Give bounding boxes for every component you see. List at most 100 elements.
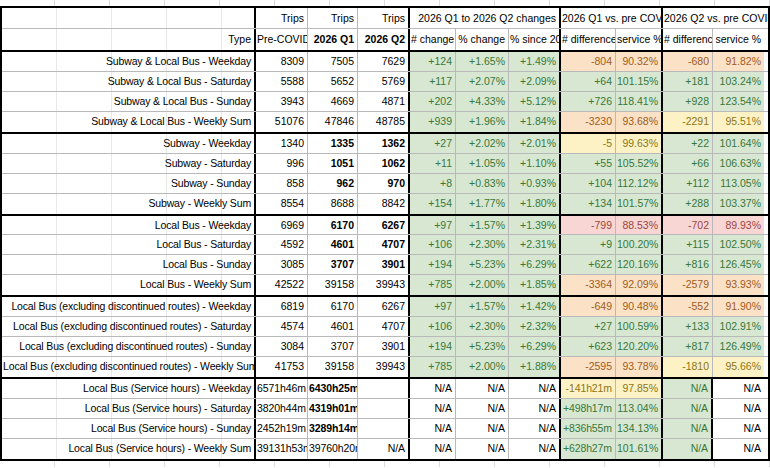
cell-2026-q2[interactable]: 6267 bbox=[358, 297, 410, 316]
cell-2026-q2[interactable]: 6267 bbox=[358, 216, 410, 235]
row-label[interactable]: Local Bus (Service hours) - Sunday bbox=[2, 419, 256, 438]
cell-q1-service-pct[interactable]: 88.53% bbox=[616, 216, 663, 235]
cell-pre-covid[interactable]: 3820h44m bbox=[256, 399, 308, 418]
cell-2026-q1[interactable]: 4601 bbox=[308, 317, 358, 336]
cell-q2-service-pct[interactable]: 95.66% bbox=[713, 357, 764, 377]
cell-num-change[interactable]: +124 bbox=[410, 52, 456, 71]
cell-pre-covid[interactable]: 6969 bbox=[256, 216, 308, 235]
row-label[interactable]: Subway & Local Bus - Sunday bbox=[2, 92, 256, 111]
header-corner-cell[interactable] bbox=[2, 8, 256, 28]
cell-2026-q1[interactable]: 4669 bbox=[308, 92, 358, 111]
cell-pct-change[interactable]: +2.30% bbox=[456, 317, 509, 336]
cell-q2-service-pct[interactable]: 89.93% bbox=[713, 216, 764, 235]
cell-2026-q2[interactable]: 5769 bbox=[358, 72, 410, 91]
cell-q1-difference[interactable]: +9 bbox=[561, 235, 616, 254]
cell-q2-difference[interactable]: +66 bbox=[663, 154, 713, 173]
cell-num-change[interactable]: +106 bbox=[410, 317, 456, 336]
cell-q2-service-pct[interactable]: 91.82% bbox=[713, 52, 764, 71]
header-group-q2-vs-precovid[interactable]: 2026 Q2 vs. pre COVID bbox=[663, 8, 768, 28]
cell-q2-difference[interactable]: -2291 bbox=[663, 112, 713, 132]
cell-num-change[interactable]: +194 bbox=[410, 337, 456, 356]
cell-q2-difference[interactable]: -1810 bbox=[663, 357, 713, 377]
header-col-q2-difference[interactable]: # difference bbox=[663, 29, 713, 50]
cell-num-change[interactable]: +117 bbox=[410, 72, 456, 91]
cell-2026-q2[interactable] bbox=[358, 379, 410, 398]
cell-num-change[interactable]: +27 bbox=[410, 134, 456, 153]
cell-q2-difference[interactable]: +112 bbox=[663, 174, 713, 193]
cell-2026-q1[interactable]: 39760h20m bbox=[308, 439, 358, 459]
cell-pct-change[interactable]: +2.02% bbox=[456, 134, 509, 153]
cell-pct-since-2020[interactable]: +1.85% bbox=[509, 275, 561, 295]
cell-q2-service-pct[interactable]: 101.64% bbox=[713, 134, 764, 153]
header-col-q1-difference[interactable]: # difference bbox=[561, 29, 616, 50]
cell-q2-difference[interactable]: -552 bbox=[663, 297, 713, 316]
cell-pct-since-2020[interactable]: N/A bbox=[509, 379, 561, 398]
cell-q1-difference[interactable]: -141h21m bbox=[561, 379, 616, 398]
cell-q1-service-pct[interactable]: 90.48% bbox=[616, 297, 663, 316]
cell-q1-service-pct[interactable]: 92.09% bbox=[616, 275, 663, 295]
cell-q2-difference[interactable]: -702 bbox=[663, 216, 713, 235]
cell-q2-difference[interactable]: N/A bbox=[663, 379, 713, 398]
cell-2026-q2[interactable]: 48785 bbox=[358, 112, 410, 132]
cell-pct-change[interactable]: +1.65% bbox=[456, 52, 509, 71]
cell-pre-covid[interactable]: 6819 bbox=[256, 297, 308, 316]
cell-pre-covid[interactable]: 996 bbox=[256, 154, 308, 173]
cell-pct-since-2020[interactable]: +2.09% bbox=[509, 72, 561, 91]
cell-2026-q2[interactable]: 1362 bbox=[358, 134, 410, 153]
cell-2026-q2[interactable]: 8842 bbox=[358, 194, 410, 214]
cell-2026-q2[interactable]: 1062 bbox=[358, 154, 410, 173]
cell-pct-change[interactable]: +0.83% bbox=[456, 174, 509, 193]
row-label[interactable]: Subway & Local Bus - Weekday bbox=[2, 52, 256, 71]
header-col-num-change[interactable]: # change bbox=[410, 29, 456, 50]
cell-q1-difference[interactable]: +836h55m bbox=[561, 419, 616, 438]
cell-pct-since-2020[interactable]: +2.01% bbox=[509, 134, 561, 153]
row-label[interactable]: Local Bus (excluding discontinued routes… bbox=[2, 337, 256, 356]
cell-2026-q2[interactable]: 970 bbox=[358, 174, 410, 193]
cell-q1-difference[interactable]: -804 bbox=[561, 52, 616, 71]
cell-pre-covid[interactable]: 4592 bbox=[256, 235, 308, 254]
header-col-2026q2[interactable]: 2026 Q2 bbox=[358, 29, 410, 50]
cell-2026-q1[interactable]: 4319h01m bbox=[308, 399, 358, 418]
cell-2026-q1[interactable]: 8688 bbox=[308, 194, 358, 214]
cell-q2-difference[interactable]: -680 bbox=[663, 52, 713, 71]
cell-2026-q1[interactable]: 5652 bbox=[308, 72, 358, 91]
row-label[interactable]: Local Bus - Sunday bbox=[2, 255, 256, 274]
cell-pre-covid[interactable]: 6571h46m bbox=[256, 379, 308, 398]
cell-q1-difference[interactable]: +55 bbox=[561, 154, 616, 173]
cell-pct-change[interactable]: +4.33% bbox=[456, 92, 509, 111]
cell-pct-change[interactable]: N/A bbox=[456, 379, 509, 398]
header-col-precovid[interactable]: Pre-COVID bbox=[256, 29, 308, 50]
row-label[interactable]: Subway & Local Bus - Saturday bbox=[2, 72, 256, 91]
cell-pct-since-2020[interactable]: +2.31% bbox=[509, 235, 561, 254]
row-label[interactable]: Local Bus - Saturday bbox=[2, 235, 256, 254]
cell-pct-since-2020[interactable]: +1.49% bbox=[509, 52, 561, 71]
cell-pct-since-2020[interactable]: +0.93% bbox=[509, 174, 561, 193]
cell-2026-q2[interactable]: 4871 bbox=[358, 92, 410, 111]
cell-q2-difference[interactable]: +817 bbox=[663, 337, 713, 356]
cell-num-change[interactable]: +11 bbox=[410, 154, 456, 173]
cell-2026-q1[interactable]: 3707 bbox=[308, 255, 358, 274]
cell-num-change[interactable]: N/A bbox=[410, 419, 456, 438]
cell-pct-since-2020[interactable]: N/A bbox=[509, 439, 561, 459]
row-label[interactable]: Subway - Saturday bbox=[2, 154, 256, 173]
cell-num-change[interactable]: N/A bbox=[410, 379, 456, 398]
cell-q2-service-pct[interactable]: 102.91% bbox=[713, 317, 764, 336]
header-group-q1q2-changes[interactable]: 2026 Q1 to 2026 Q2 changes bbox=[410, 8, 561, 28]
cell-q2-service-pct[interactable]: 113.05% bbox=[713, 174, 764, 193]
cell-pct-since-2020[interactable]: +1.80% bbox=[509, 194, 561, 214]
cell-q2-service-pct[interactable]: 123.54% bbox=[713, 92, 764, 111]
cell-pct-change[interactable]: +1.96% bbox=[456, 112, 509, 132]
cell-q1-difference[interactable]: +27 bbox=[561, 317, 616, 336]
cell-q1-service-pct[interactable]: 112.12% bbox=[616, 174, 663, 193]
header-trips-q1[interactable]: Trips bbox=[308, 8, 358, 28]
cell-pct-since-2020[interactable]: +2.32% bbox=[509, 317, 561, 336]
cell-q2-service-pct[interactable]: 126.49% bbox=[713, 337, 764, 356]
cell-q1-service-pct[interactable]: 105.52% bbox=[616, 154, 663, 173]
cell-2026-q2[interactable]: 39943 bbox=[358, 275, 410, 295]
cell-2026-q2[interactable]: 39943 bbox=[358, 357, 410, 377]
cell-num-change[interactable]: +785 bbox=[410, 275, 456, 295]
cell-pct-change[interactable]: +2.07% bbox=[456, 72, 509, 91]
cell-num-change[interactable]: +202 bbox=[410, 92, 456, 111]
cell-q2-difference[interactable]: N/A bbox=[663, 439, 713, 459]
cell-2026-q2[interactable]: N/A bbox=[358, 439, 410, 459]
